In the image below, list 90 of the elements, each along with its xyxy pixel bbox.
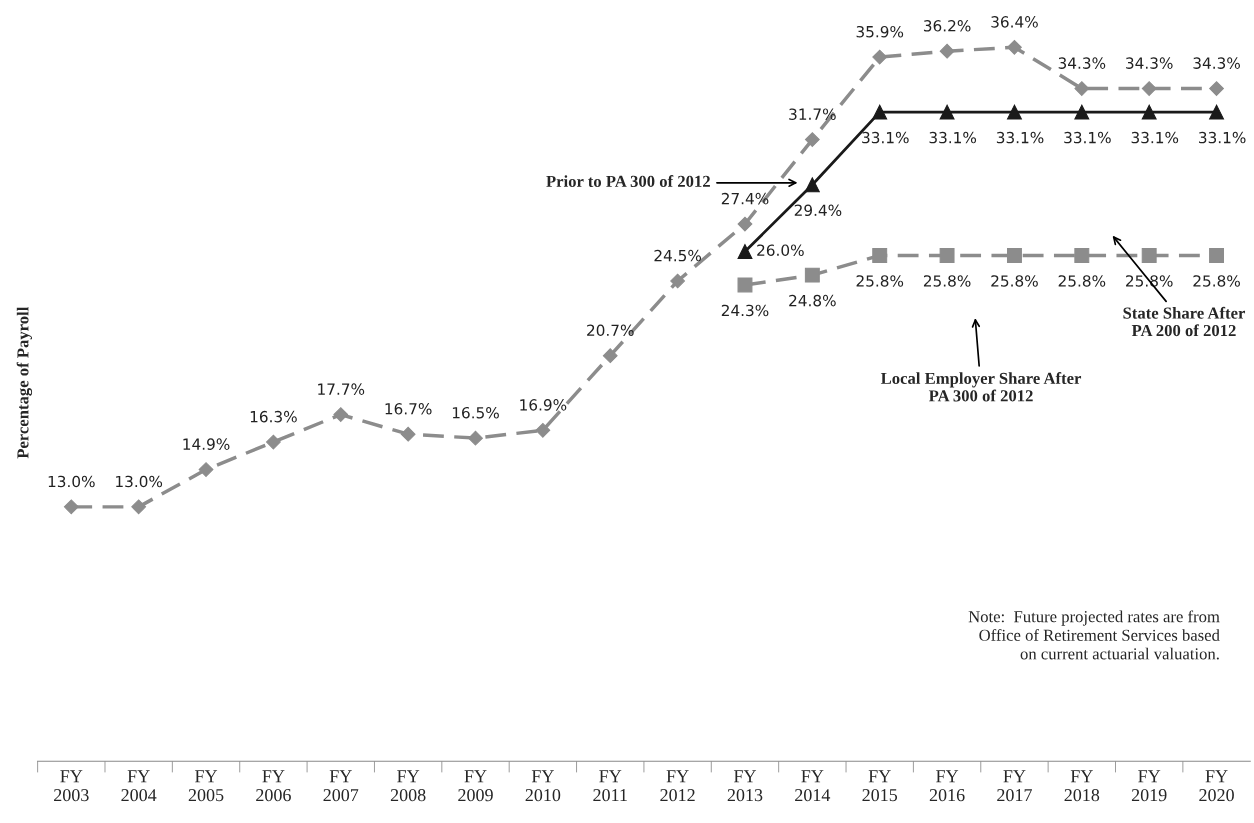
data-label: 34.3%	[1058, 57, 1106, 69]
data-label: 24.8%	[789, 294, 836, 307]
point	[1074, 248, 1090, 263]
data-label: 13.0%	[48, 475, 95, 488]
x-tick-label: FY 2008	[390, 770, 426, 802]
point	[939, 248, 955, 263]
point	[670, 273, 686, 289]
data-label: 33.1%	[1131, 131, 1179, 144]
data-label: 16.3%	[250, 410, 297, 423]
point	[198, 462, 214, 477]
point	[737, 216, 753, 232]
point	[804, 132, 820, 147]
data-label: 35.9%	[856, 25, 904, 38]
point	[535, 422, 551, 438]
point	[1074, 104, 1090, 120]
point	[266, 434, 281, 450]
data-label: 16.9%	[520, 399, 567, 411]
point	[400, 426, 416, 442]
x-tick-label: FY 2003	[54, 770, 89, 802]
data-label: 25.8%	[991, 275, 1038, 287]
data-label: 36.2%	[923, 20, 971, 32]
data-label: 17.7%	[318, 383, 365, 395]
point	[804, 177, 820, 193]
point	[1141, 81, 1157, 96]
point	[1209, 81, 1224, 96]
point	[333, 407, 349, 422]
point	[804, 267, 820, 283]
point	[872, 104, 888, 120]
x-tick-label: FY 2020	[1199, 770, 1234, 802]
point	[131, 499, 147, 515]
x-tick-label: FY 2013	[727, 770, 763, 802]
point	[1141, 104, 1157, 120]
x-tick-label: FY 2012	[660, 770, 695, 802]
point	[468, 430, 483, 446]
data-label: 26.0%	[757, 244, 804, 256]
y-axis-title: Percentage of Payroll	[16, 306, 33, 459]
text: Note: Future projected rates are from Office of Retirement Services based on current actuarial valuation.	[968, 610, 1220, 660]
x-tick-label: FY 2016	[929, 770, 965, 802]
point	[1007, 39, 1022, 55]
data-label: 25.8%	[856, 275, 904, 287]
x-tick-label: FY 2004	[121, 770, 157, 802]
data-label: 33.1%	[1199, 131, 1246, 144]
point	[872, 49, 888, 65]
data-label: 14.9%	[183, 438, 230, 450]
data-label: 33.1%	[929, 131, 977, 144]
point	[939, 104, 955, 120]
point	[1006, 104, 1022, 120]
annotation: Prior to PA 300 of 2012	[546, 175, 710, 187]
x-tick-label: FY 2007	[323, 770, 359, 802]
point	[602, 348, 618, 364]
data-label: 31.7%	[789, 108, 836, 120]
point	[1209, 104, 1225, 120]
x-tick-label: FY 2009	[458, 770, 493, 802]
point	[737, 277, 753, 293]
data-label: 34.3%	[1193, 57, 1240, 69]
point	[737, 244, 753, 259]
x-tick-label: FY 2015	[862, 770, 898, 802]
point	[872, 248, 888, 263]
point	[1074, 81, 1090, 96]
data-label: 24.5%	[654, 249, 702, 262]
data-label: 16.7%	[385, 403, 432, 415]
x-tick-label: FY 2010	[525, 770, 561, 802]
data-label: 13.0%	[116, 475, 163, 488]
x-tick-label: FY 2005	[188, 770, 224, 802]
data-label: 29.4%	[794, 204, 842, 217]
data-label: 24.3%	[721, 304, 769, 317]
point	[63, 499, 79, 515]
data-label: 16.5%	[452, 406, 499, 419]
x-tick-label: FY 2017	[997, 770, 1032, 802]
data-label: 27.4%	[721, 192, 769, 205]
data-label: 33.1%	[996, 131, 1044, 144]
data-label: 36.4%	[991, 16, 1038, 28]
x-tick-label: FY 2006	[256, 770, 291, 802]
point	[1141, 248, 1157, 263]
x-tick-label: FY 2019	[1131, 770, 1167, 802]
x-tick-label: FY 2018	[1064, 770, 1100, 802]
data-label: 20.7%	[587, 324, 634, 337]
point	[939, 43, 955, 59]
data-label: 25.8%	[923, 275, 971, 287]
data-label: 25.8%	[1193, 275, 1240, 287]
data-label: 25.8%	[1058, 275, 1106, 287]
data-label: 33.1%	[1064, 131, 1111, 144]
x-tick-label: FY 2014	[795, 770, 831, 802]
data-label: 33.1%	[862, 131, 909, 144]
data-label: 34.3%	[1126, 57, 1173, 69]
point	[1209, 248, 1225, 263]
annotation: Local Employer Share After PA 300 of 2012	[880, 372, 1082, 402]
x-tick-label: FY 2011	[593, 770, 627, 802]
annotation: State Share After PA 200 of 2012	[1123, 306, 1246, 337]
point	[1006, 248, 1022, 263]
